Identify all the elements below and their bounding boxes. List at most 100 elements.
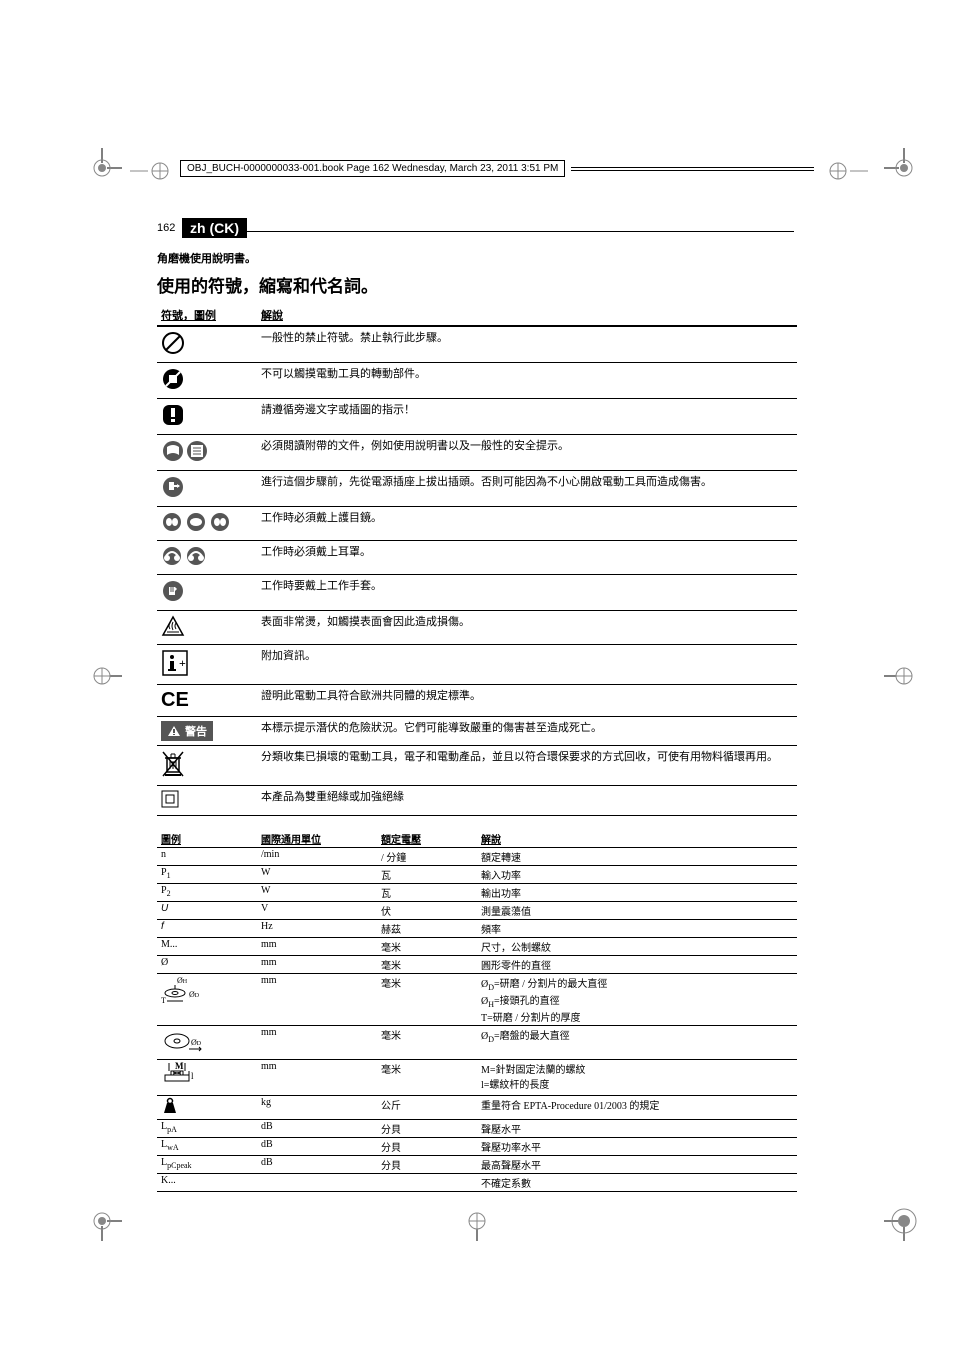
- desc: 必須閱讀附帶的文件，例如使用說明書以及一般性的安全提示。: [257, 435, 797, 471]
- ce-icon: CE: [157, 685, 257, 717]
- desc: 請遵循旁邊文字或插圖的指示！: [257, 399, 797, 435]
- c1: LwA: [157, 1138, 257, 1156]
- c1: M...: [157, 938, 257, 956]
- c1: P2: [157, 884, 257, 902]
- c3: 公斤: [377, 1096, 477, 1120]
- c3: 毫米: [377, 938, 477, 956]
- table-row: 工作時必須戴上耳罩。: [157, 541, 797, 575]
- crop-mark-br: [884, 1201, 924, 1241]
- top-rule: [244, 231, 794, 232]
- hot-surface-icon: [157, 611, 257, 645]
- desc: 工作時要戴上工作手套。: [257, 575, 797, 611]
- desc: 本標示提示潛伏的危險狀況。它們可能導致嚴重的傷害甚至造成死亡。: [257, 717, 797, 746]
- header-bar: OBJ_BUCH-0000000033-001.book Page 162 We…: [180, 160, 814, 177]
- double-insulation-icon: [157, 786, 257, 816]
- c3: 分貝: [377, 1156, 477, 1174]
- c2: mm: [257, 974, 377, 1026]
- table-row: LpAdB分貝聲壓水平: [157, 1120, 797, 1138]
- c1: Ø: [157, 956, 257, 974]
- page-content: 角磨機使用說明書。 使用的符號，縮寫和代名詞。 符號，圖例 解說 一般性的禁止符…: [157, 250, 797, 1192]
- crop-mark-tl: [82, 148, 122, 188]
- c1: U: [157, 902, 257, 920]
- c2: mm: [257, 1026, 377, 1060]
- c2: Hz: [257, 920, 377, 938]
- c1: LpCpeak: [157, 1156, 257, 1174]
- c3: / 分鐘: [377, 848, 477, 866]
- table-row: ØDmm毫米ØD=磨盤的最大直徑: [157, 1026, 797, 1060]
- c3: 瓦: [377, 866, 477, 884]
- registration-icon-tr: [828, 156, 868, 191]
- th-fig: 圖例: [157, 830, 257, 848]
- th-intl: 國際通用單位: [257, 830, 377, 848]
- table-row: Mlmm毫米M=針對固定法蘭的螺紋l=螺紋杆的長度: [157, 1060, 797, 1096]
- th-symbol: 符號，圖例: [157, 305, 257, 326]
- c3: 毫米: [377, 1060, 477, 1096]
- c4: 圓形零件的直徑: [477, 956, 797, 974]
- c1: P1: [157, 866, 257, 884]
- c1: n: [157, 848, 257, 866]
- table-row: +附加資訊。: [157, 645, 797, 685]
- c1: f: [157, 920, 257, 938]
- c4: 測量震蕩值: [477, 902, 797, 920]
- flange-icon: Ml: [157, 1060, 257, 1096]
- table-row: 請遵循旁邊文字或插圖的指示！: [157, 399, 797, 435]
- desc: 附加資訊。: [257, 645, 797, 685]
- c4: 聲壓功率水平: [477, 1138, 797, 1156]
- c2: mm: [257, 938, 377, 956]
- svg-text:M: M: [175, 1061, 184, 1071]
- desc: 表面非常燙，如觸摸表面會因此造成損傷。: [257, 611, 797, 645]
- gloves-icon: [157, 575, 257, 611]
- desc: 工作時必須戴上護目鏡。: [257, 507, 797, 541]
- c2: V: [257, 902, 377, 920]
- desc: 分類收集已損壞的電動工具，電子和電動產品，並且以符合環保要求的方式回收，可使有用…: [257, 746, 797, 786]
- c3: 赫茲: [377, 920, 477, 938]
- table-row: LpCpeakdB分貝最高聲壓水平: [157, 1156, 797, 1174]
- table-row: Ømm毫米圓形零件的直徑: [157, 956, 797, 974]
- c4: M=針對固定法蘭的螺紋l=螺紋杆的長度: [477, 1060, 797, 1096]
- prohibit-icon: [157, 326, 257, 363]
- earmuff-icon: [157, 541, 257, 575]
- c1: LpA: [157, 1120, 257, 1138]
- crop-mark-bc: [457, 1201, 497, 1241]
- c2: mm: [257, 956, 377, 974]
- table-row: UV伏測量震蕩值: [157, 902, 797, 920]
- table-row: 工作時要戴上工作手套。: [157, 575, 797, 611]
- desc: 一般性的禁止符號。禁止執行此步驟。: [257, 326, 797, 363]
- warning-badge: 警告: [157, 717, 257, 746]
- c4: 輸出功率: [477, 884, 797, 902]
- c2: dB: [257, 1156, 377, 1174]
- attention-icon: [157, 399, 257, 435]
- c3: 毫米: [377, 974, 477, 1026]
- c2: /min: [257, 848, 377, 866]
- table-row: n/min/ 分鐘額定轉速: [157, 848, 797, 866]
- table-row: CE證明此電動工具符合歐洲共同體的規定標準。: [157, 685, 797, 717]
- crop-mark-tr: [884, 148, 924, 188]
- th-desc: 解說: [257, 305, 797, 326]
- crop-mark-cr: [884, 656, 924, 696]
- c2: dB: [257, 1138, 377, 1156]
- svg-text:ØD: ØD: [189, 990, 200, 999]
- th-desc2: 解說: [477, 830, 797, 848]
- pad-icon: ØD: [157, 1026, 257, 1060]
- c4: 聲壓水平: [477, 1120, 797, 1138]
- table-row: 工作時必須戴上護目鏡。: [157, 507, 797, 541]
- page-number: 162: [157, 222, 175, 234]
- c3: [377, 1174, 477, 1192]
- desc: 進行這個步驟前，先從電源插座上拔出插頭。否則可能因為不小心開啟電動工具而造成傷害…: [257, 471, 797, 507]
- c2: dB: [257, 1120, 377, 1138]
- table-row: P2W瓦輸出功率: [157, 884, 797, 902]
- c3: 分貝: [377, 1120, 477, 1138]
- no-touch-icon: [157, 363, 257, 399]
- table-row: K...不確定系數: [157, 1174, 797, 1192]
- c2: W: [257, 884, 377, 902]
- filepath-text: OBJ_BUCH-0000000033-001.book Page 162 We…: [180, 160, 565, 177]
- table-row: 進行這個步驟前，先從電源插座上拔出插頭。否則可能因為不小心開啟電動工具而造成傷害…: [157, 471, 797, 507]
- desc: 本產品為雙重絕緣或加強絕緣: [257, 786, 797, 816]
- c3: 分貝: [377, 1138, 477, 1156]
- svg-text:ØD: ØD: [191, 1038, 202, 1047]
- manual-icon: [157, 435, 257, 471]
- c2: mm: [257, 1060, 377, 1096]
- c4: 輸入功率: [477, 866, 797, 884]
- c4: ØD=磨盤的最大直徑: [477, 1026, 797, 1060]
- crop-mark-bl: [82, 1201, 122, 1241]
